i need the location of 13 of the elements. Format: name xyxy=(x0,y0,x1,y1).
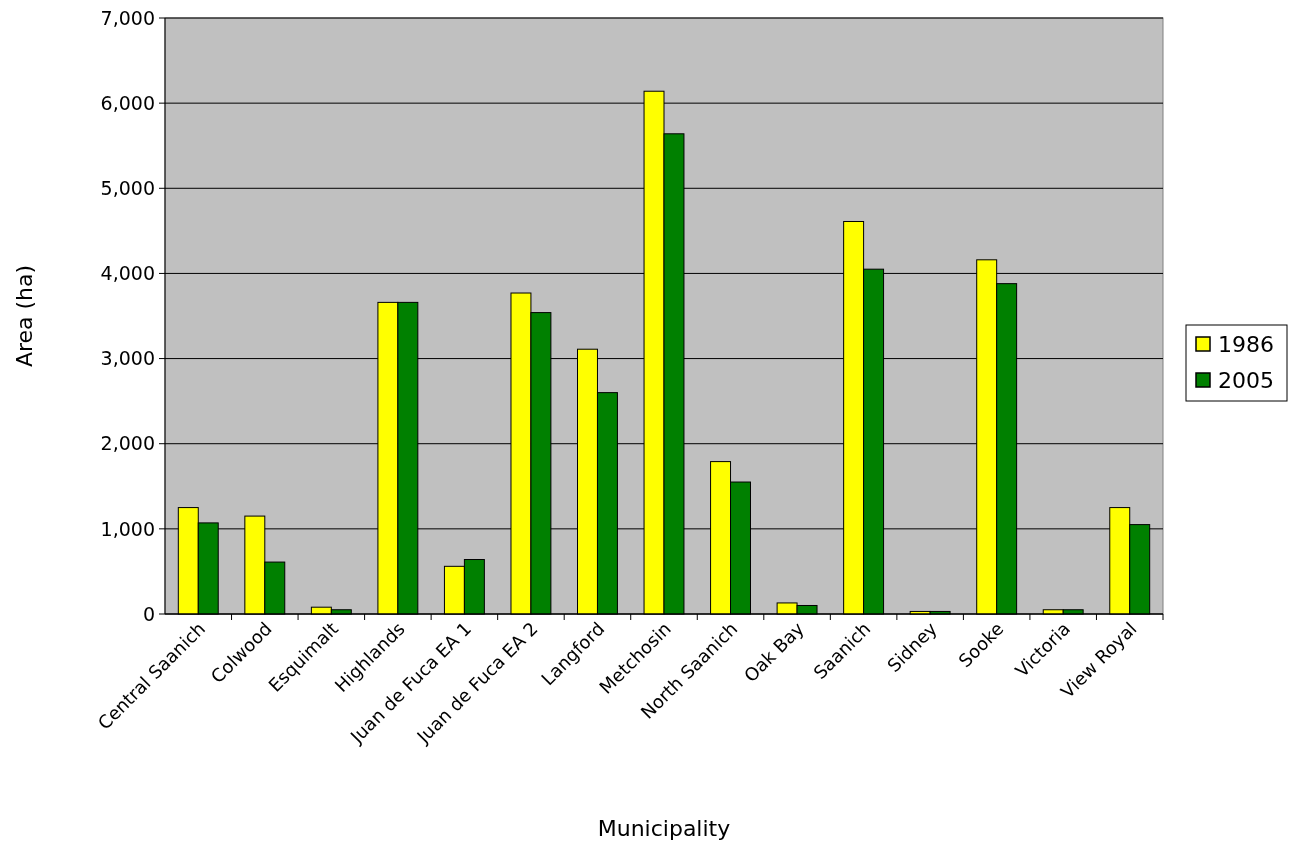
y-tick-label: 1,000 xyxy=(100,517,155,540)
legend-label: 2005 xyxy=(1218,367,1274,393)
y-tick-label: 3,000 xyxy=(100,347,155,370)
y-tick-label: 7,000 xyxy=(100,6,155,29)
y-tick-label: 4,000 xyxy=(100,262,155,285)
legend-label: 1986 xyxy=(1218,331,1274,357)
y-axis-title: Area (ha) xyxy=(12,264,37,368)
y-tick-label: 6,000 xyxy=(100,91,155,114)
x-axis-title: Municipality xyxy=(597,816,731,841)
y-tick-label: 2,000 xyxy=(100,432,155,455)
y-tick-label: 5,000 xyxy=(100,176,155,199)
x-tick-label: Oak Bay xyxy=(739,617,809,687)
y-tick-label: 0 xyxy=(142,602,155,625)
